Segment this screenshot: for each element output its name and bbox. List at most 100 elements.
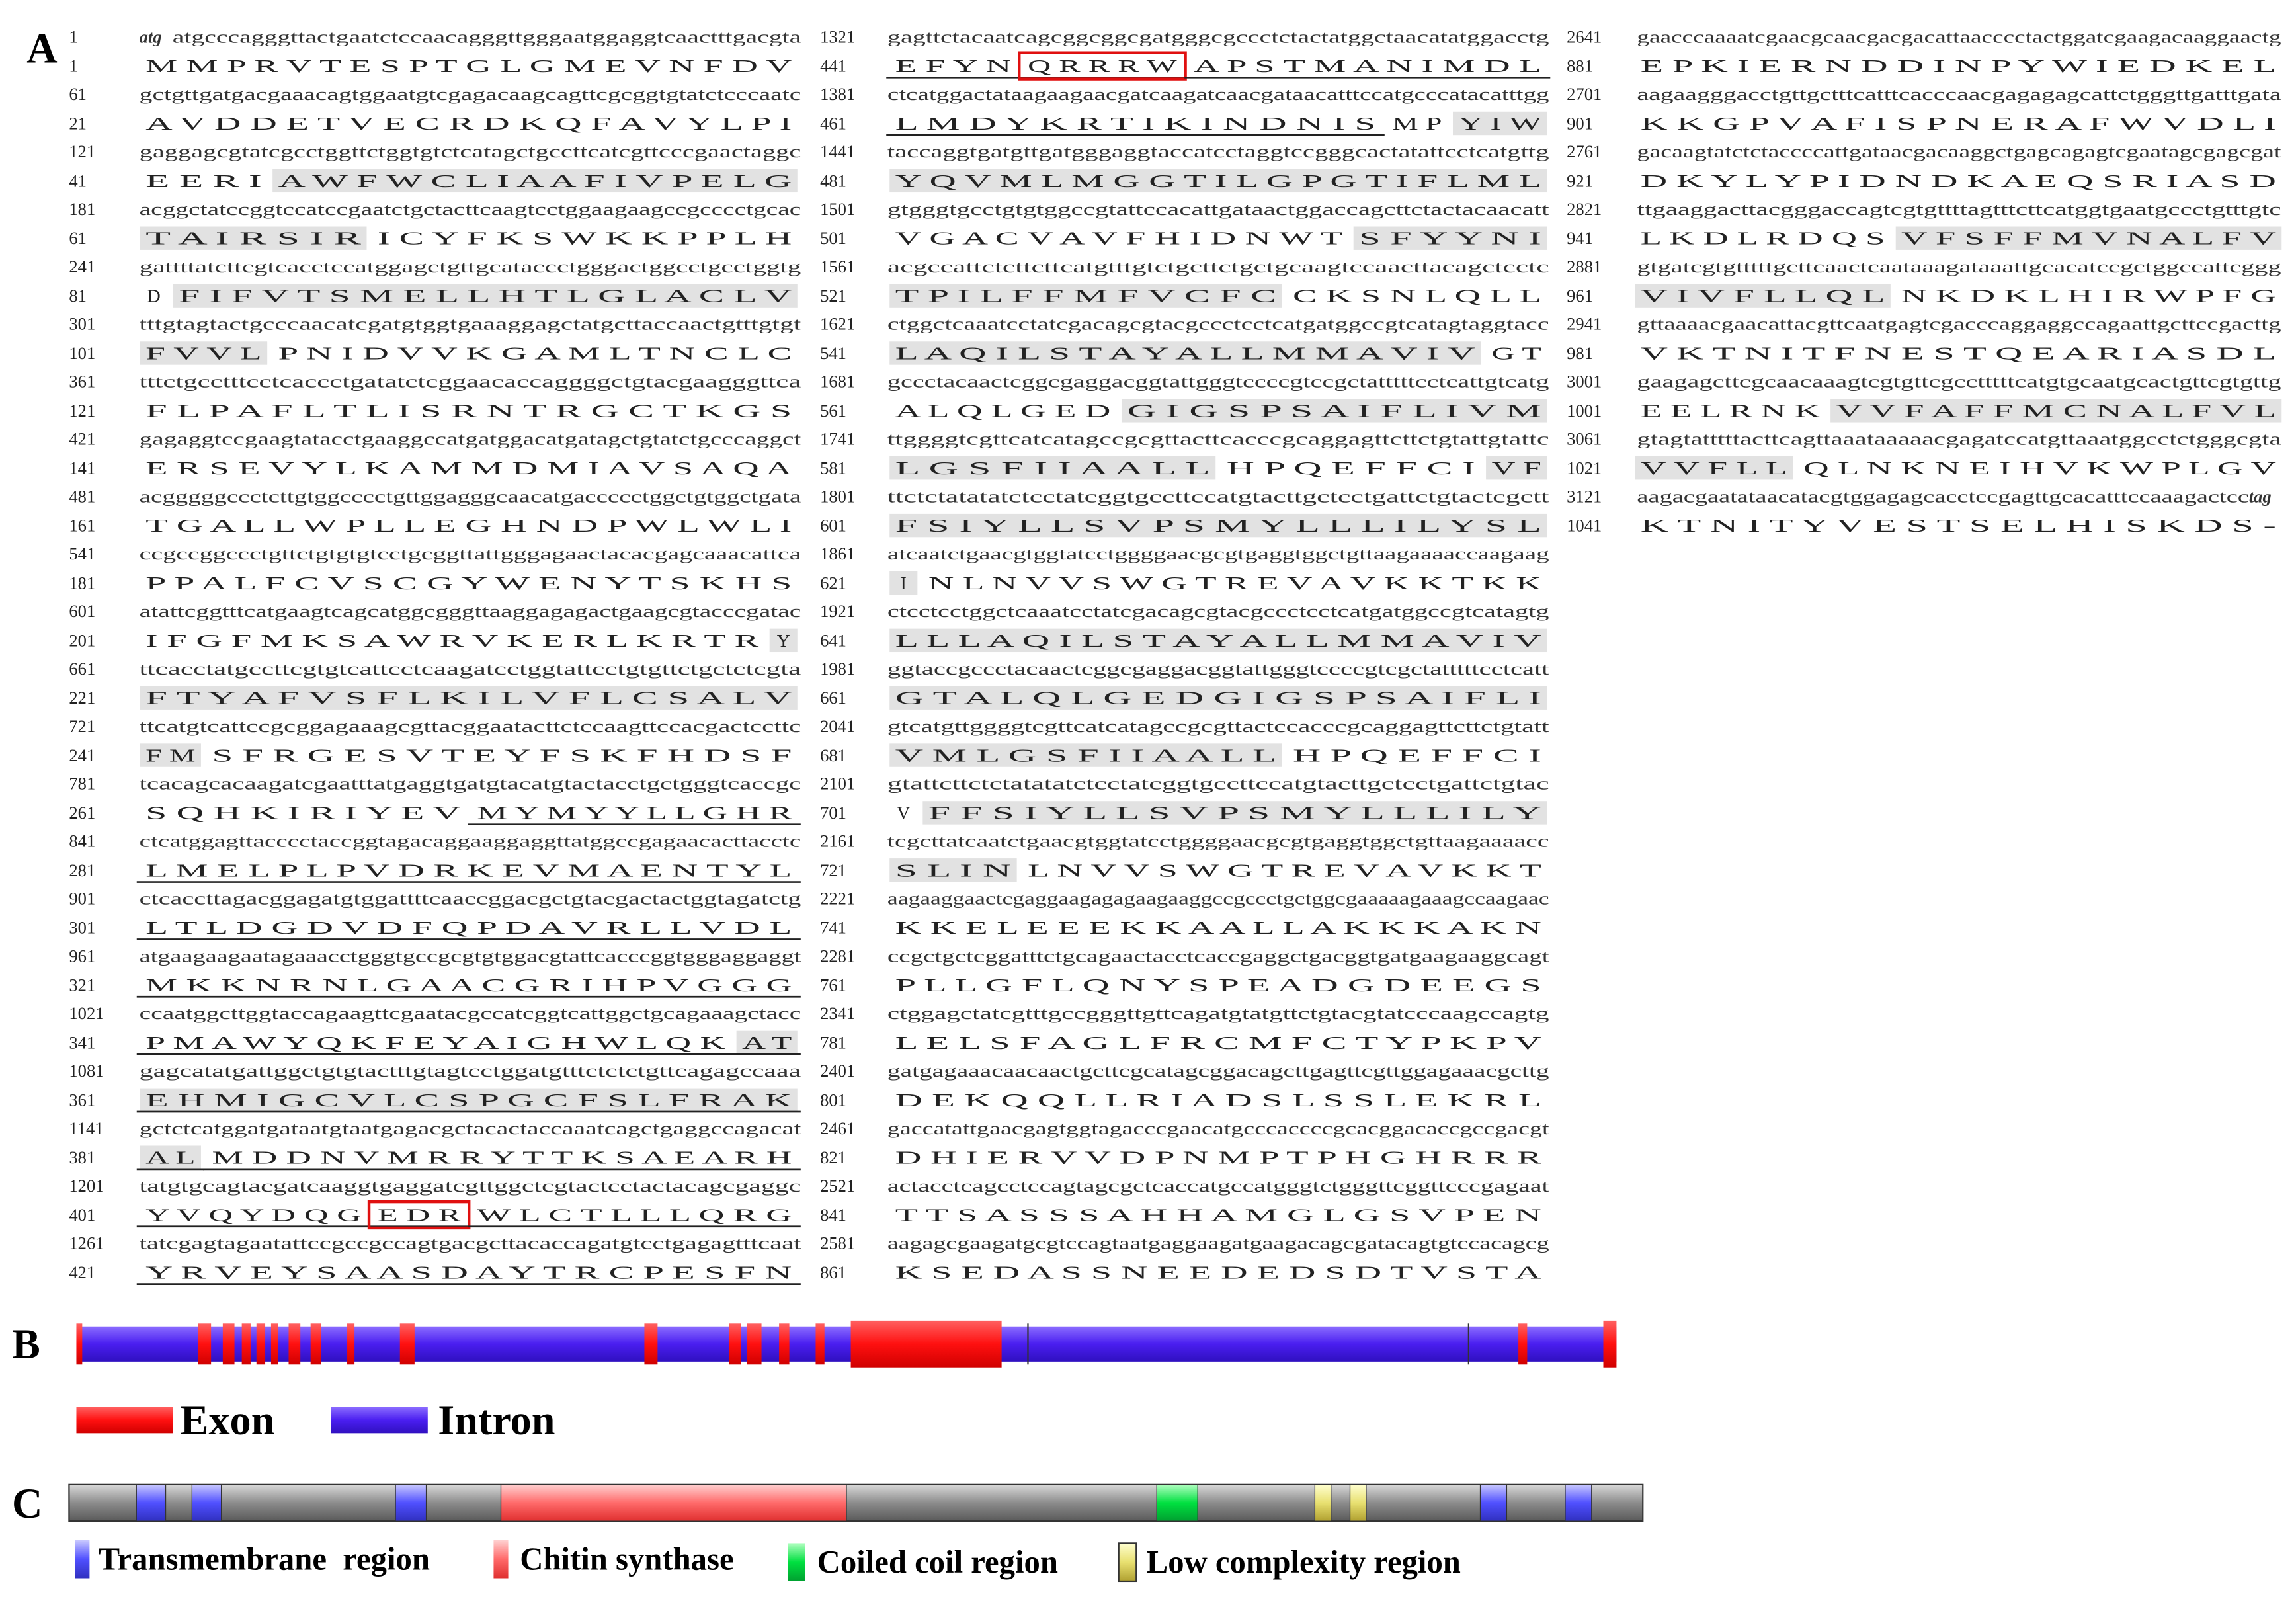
amino-acid-seq: E H M I G C V L C S P G C F S L F R A K	[145, 1090, 792, 1110]
legend-swatch	[1118, 1542, 1137, 1583]
amino-acid-seq: T P I L F F M F V C F C	[895, 286, 1276, 306]
aa-number: 461	[820, 113, 846, 133]
shaded-region	[889, 628, 1547, 653]
nucleotide-seq: tatcgagtagaatattccgccgccagtgacgcttacacca…	[140, 1233, 802, 1253]
panel-label: B	[12, 1321, 40, 1368]
nt-number: 2281	[820, 946, 855, 966]
nt-number: 1921	[820, 601, 855, 621]
aa-number: 521	[820, 286, 846, 306]
nt-number: 1561	[820, 257, 855, 276]
nt-number: 2221	[820, 888, 855, 908]
aa-number: 561	[820, 401, 846, 421]
amino-acid-seq: E E R I	[145, 171, 261, 191]
amino-acid-seq: S L I N	[895, 860, 1011, 880]
nt-number: 2161	[820, 831, 855, 851]
amino-acid-seq: L K D L R D Q S	[1641, 228, 1885, 249]
nt-number: 1201	[69, 1176, 104, 1196]
amino-acid-seq: K T N I T Y V E S T S E L H I S K D S -	[1641, 515, 2276, 536]
aa-number: 681	[820, 745, 846, 765]
aa-number: 281	[69, 860, 95, 880]
amino-acid-seq: V K T N I T F N E S T Q E A R I A S D L	[1641, 343, 2276, 363]
shaded-region	[140, 341, 268, 365]
nt-number: 781	[69, 774, 95, 794]
amino-acid-seq: V V F L L	[1641, 458, 1787, 478]
nt-number: 2341	[820, 1003, 855, 1023]
nucleotide-seq: atattcggtttcatgaagtcagcatggcgggttaaggaga…	[140, 601, 801, 621]
nt-number: 121	[69, 142, 95, 161]
nucleotide-seq: tttctgcctttcctcaccctgatatctcggaacaccaggg…	[140, 372, 801, 392]
aa-number: 861	[820, 1262, 846, 1282]
aa-number: 821	[820, 1147, 846, 1167]
nucleotide-seq: ccaatggcttggtaccagaagttcgaatacgccatcggtc…	[140, 1003, 801, 1023]
aa-number: 121	[69, 401, 95, 421]
nucleotide-seq: ccgctgctcggatttctgcagaactacctcaccgaggctg…	[887, 946, 1550, 966]
nucleotide-seq: aagaagggacctgttgctttcatttcacccaacgagagag…	[1637, 84, 2281, 104]
nucleotide-seq: gtcatgttggggtcgttcatcatagccgcgttactccacc…	[887, 716, 1550, 736]
aa-number: 581	[820, 458, 846, 478]
amino-acid-seq: L M E L P L P V D R K E V M A E N T Y L	[145, 860, 792, 880]
amino-acid-seq: E E L R N K	[1641, 400, 1820, 421]
legend-swatch	[75, 1540, 90, 1579]
amino-acid-seq: I	[901, 573, 907, 593]
legend-swatch	[493, 1540, 509, 1579]
nucleotide-seq: acggctatccggtccatccgaatctgctacttcaagtcct…	[140, 199, 801, 219]
amino-acid-seq: M D D N V M R R Y T T K S A E A R H	[212, 1147, 792, 1168]
legend-label: Low complexity region	[1147, 1544, 1461, 1580]
shaded-region	[1121, 399, 1547, 423]
aa-number: 941	[1567, 228, 1593, 248]
amino-acid-seq: G I G S P S A I F L I V M	[1127, 400, 1541, 421]
nt-number: 1501	[820, 199, 855, 219]
nt-number: 1381	[820, 84, 855, 104]
nt-number: 2521	[820, 1176, 855, 1196]
amino-acid-seq: D K Y L Y P I D N D K A E Q S R I A S D	[1641, 171, 2276, 191]
shaded-region	[173, 284, 798, 308]
amino-acid-seq: V F	[1492, 458, 1541, 478]
motif-box	[367, 1200, 471, 1230]
nt-number: 2581	[820, 1233, 855, 1253]
nucleotide-seq: ttgaaggacttacgggaccagtcgtgttttagtttcttca…	[1637, 199, 2281, 219]
aa-number: 641	[820, 630, 846, 650]
amino-acid-seq: V V F A F F M C N A L F V L	[1836, 400, 2276, 421]
amino-acid-seq: V I V F L L Q L	[1641, 286, 1885, 306]
amino-acid-seq: N K D K L H I R W P F G	[1901, 286, 2276, 306]
nucleotide-seq: atcaatctgaacgtggtatcctggggaacgcgtgaggtgg…	[887, 544, 1549, 563]
aa-number: 141	[69, 458, 95, 478]
nt-number: 1801	[820, 486, 855, 506]
nucleotide-seq: ctcctcctggctcaaatcctatcgacagcgtacgccctcc…	[887, 601, 1549, 621]
nt-number: 2041	[820, 716, 855, 736]
amino-acid-seq: K S E D A S S N E E D E D S D T V S T A	[895, 1262, 1541, 1282]
nucleotide-seq: ttctctatatatctcctatcggtgccttccatgtacttgc…	[887, 486, 1550, 506]
amino-acid-seq: S F R G E S V T E Y F S K F H D S F	[212, 745, 792, 766]
aa-number: 161	[69, 516, 95, 536]
nt-number: 2641	[1567, 26, 1602, 46]
panel-b: B Exon Intron	[12, 1321, 1617, 1444]
aa-number: 181	[69, 573, 95, 593]
amino-acid-seq: F S I Y L L S V P S M Y L L L I L Y S L	[895, 515, 1541, 536]
amino-acid-seq: F F S I Y L L S V P S M Y L L L I L Y	[928, 802, 1541, 823]
aa-number: 841	[820, 1205, 846, 1225]
shaded-region	[889, 456, 1216, 480]
legend-swatch	[76, 1407, 173, 1434]
nucleotide-seq: ttcacctatgccttcgtgtcattcctcaagatcctggtat…	[140, 659, 801, 679]
legend-label: Chitin synthase	[520, 1542, 733, 1577]
amino-acid-seq: T T S A S S S A H H A M G L G S V P E N	[895, 1205, 1541, 1225]
legend-swatch	[331, 1407, 428, 1434]
amino-acid-seq: Y R V E Y S A A S D A Y T R C P E S F N	[145, 1262, 792, 1282]
nt-number: 1261	[69, 1233, 104, 1253]
legend-label: Transmembrane region	[99, 1542, 430, 1577]
aa-number: 61	[69, 228, 87, 248]
amino-acid-seq: L G S F I I A A L L	[895, 458, 1210, 478]
aa-number: 401	[69, 1205, 95, 1225]
amino-acid-seq: P L L G F L Q N Y S P E A D G D E E G S	[895, 975, 1541, 995]
shaded-region	[889, 686, 1547, 710]
amino-acid-seq: Q R R R W	[1028, 56, 1178, 76]
nt-number: 481	[69, 486, 95, 506]
nucleotide-seq: gtgggtgcctgtgtggccgtattccacattgataactgga…	[887, 199, 1550, 219]
aa-number: 541	[820, 343, 846, 363]
aa-number: 261	[69, 803, 95, 823]
shaded-region	[889, 743, 1282, 767]
nt-number: 1021	[69, 1003, 104, 1023]
nucleotide-seq: tcacagcacaagatcgaatttatgaggtgatgtacatgta…	[140, 774, 801, 794]
amino-acid-seq: M M P R V T E S P T G L G M E V N F D V	[145, 56, 792, 76]
aa-number: 781	[820, 1032, 846, 1052]
